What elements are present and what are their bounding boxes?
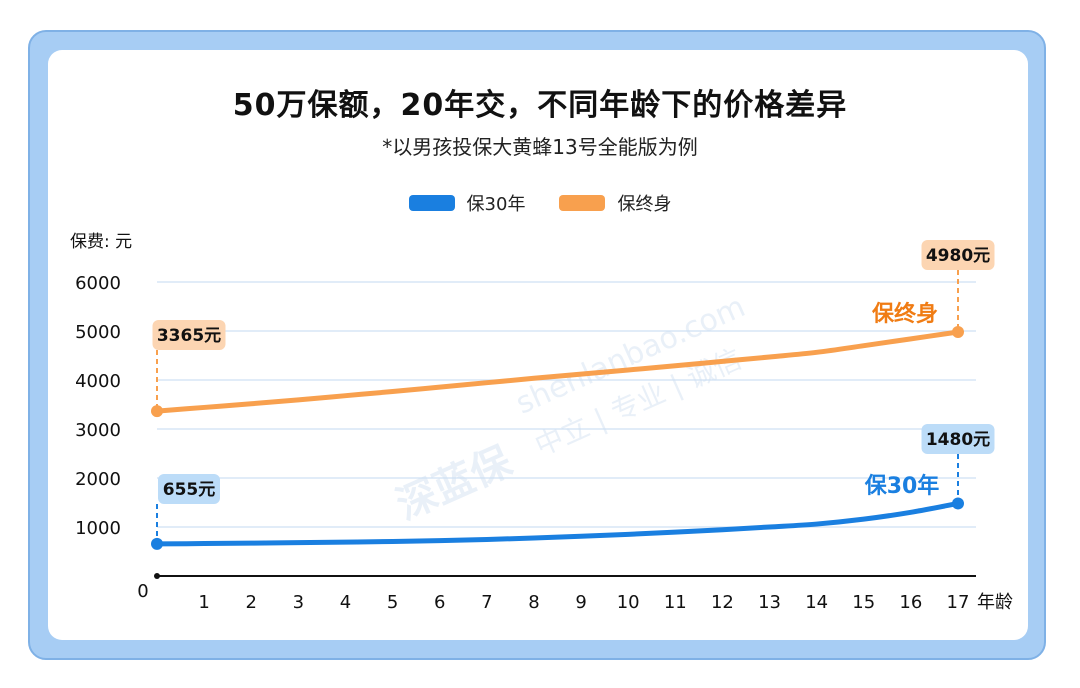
x-tick-label: 17 xyxy=(947,592,970,613)
x-tick-label: 13 xyxy=(758,592,781,613)
y-tick-label: 5000 xyxy=(75,322,121,343)
y-tick-label: 2000 xyxy=(75,469,121,490)
legend-item-series-2: 保终身 xyxy=(559,190,671,216)
x-tick-label: 15 xyxy=(852,592,875,613)
series-end-label-bg xyxy=(921,424,995,454)
series-end-point xyxy=(952,497,964,510)
x-tick-label: 12 xyxy=(711,592,734,613)
y-tick-label: 3000 xyxy=(75,420,121,441)
series-start-point xyxy=(151,537,163,550)
y-tick-label: 6000 xyxy=(75,273,121,294)
series-end-point xyxy=(952,325,964,338)
x-tick-label: 10 xyxy=(617,592,640,613)
x-tick-label: 16 xyxy=(899,592,922,613)
y-tick-label: 1000 xyxy=(75,518,121,539)
x-tick-label: 14 xyxy=(805,592,828,613)
x-axis-origin-dot xyxy=(154,573,160,579)
x-tick-label: 2 xyxy=(246,592,257,613)
series-start-label: 655元 xyxy=(163,480,216,500)
x-tick-label: 8 xyxy=(528,592,539,613)
x-tick-label: 4 xyxy=(340,592,351,613)
x-tick-label: 5 xyxy=(387,592,398,613)
y-zero-label: 0 xyxy=(137,581,148,602)
series-line-1 xyxy=(154,500,961,547)
legend-label-series-2: 保终身 xyxy=(617,194,672,215)
series-start-label: 3365元 xyxy=(157,326,221,346)
series-inline-label: 保终身 xyxy=(871,301,938,327)
x-axis-title: 年龄 xyxy=(977,592,1013,613)
x-tick-label: 7 xyxy=(481,592,492,613)
series-start-label-bg xyxy=(158,474,220,504)
legend-label-series-1: 保30年 xyxy=(466,194,526,215)
series-end-label: 1480元 xyxy=(926,430,990,450)
y-tick-label: 4000 xyxy=(75,371,121,392)
series-end-label-bg xyxy=(921,240,995,270)
x-tick-label: 11 xyxy=(664,592,687,613)
x-tick-label: 1 xyxy=(198,592,209,613)
series-inline-label: 保30年 xyxy=(864,473,940,499)
series-end-label: 4980元 xyxy=(926,246,990,266)
legend: 保30年 保终身 xyxy=(0,190,1080,216)
x-tick-label: 9 xyxy=(575,592,586,613)
y-axis-title: 保费: 元 xyxy=(70,232,132,252)
series-start-point xyxy=(151,405,163,418)
legend-item-series-1: 保30年 xyxy=(408,190,526,216)
chart-title: 50万保额，20年交，不同年龄下的价格差异 xyxy=(232,88,848,123)
series-start-label-bg xyxy=(152,320,226,350)
chart-subtitle: *以男孩投保大黄蜂13号全能版为例 xyxy=(382,135,698,159)
series-line-2 xyxy=(154,329,961,414)
x-tick-label: 6 xyxy=(434,592,445,613)
legend-swatch-series-2 xyxy=(559,195,606,211)
x-tick-label: 3 xyxy=(293,592,304,613)
legend-swatch-series-1 xyxy=(408,195,455,211)
